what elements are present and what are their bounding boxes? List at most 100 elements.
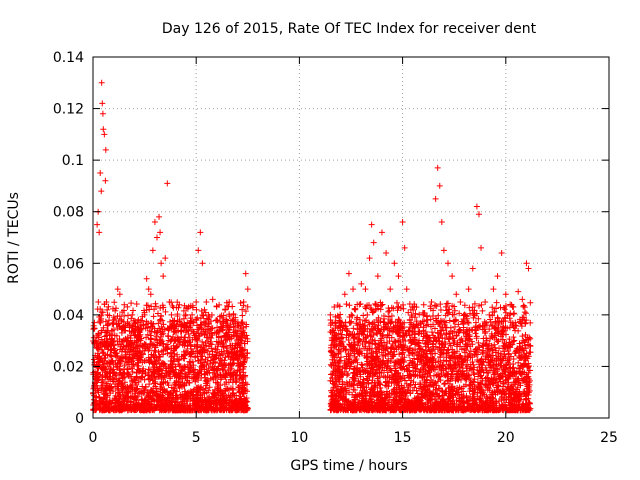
data-point-marker (102, 329, 109, 336)
data-point-marker (200, 312, 207, 319)
data-point-marker (148, 396, 155, 403)
data-point-marker (206, 369, 213, 376)
data-point-marker (174, 351, 181, 358)
data-point-marker (197, 321, 204, 328)
data-point-marker (133, 300, 140, 307)
data-point-marker (119, 309, 126, 316)
data-point-marker (223, 343, 230, 350)
data-point-marker (110, 361, 117, 368)
data-point-marker (193, 375, 200, 382)
data-point-marker (116, 365, 123, 372)
data-point-marker (219, 341, 226, 348)
data-point-marker (214, 383, 221, 390)
data-point-marker (153, 364, 160, 371)
data-point-marker (125, 388, 132, 395)
data-point-marker (152, 344, 159, 351)
data-point-marker (183, 398, 190, 405)
data-point-marker (124, 369, 131, 376)
data-point-marker (131, 407, 138, 414)
data-point-marker (239, 306, 246, 313)
data-point-marker (197, 350, 204, 357)
data-point-marker (186, 350, 193, 357)
data-point-marker (182, 323, 189, 330)
data-point-marker (210, 406, 217, 413)
data-point-marker (240, 363, 247, 370)
data-point-marker (127, 335, 134, 342)
data-point-marker (95, 344, 102, 351)
data-point-marker (146, 367, 153, 374)
data-point-marker (164, 389, 171, 396)
data-point-marker (192, 401, 199, 408)
data-point-marker (149, 389, 156, 396)
data-point-marker (237, 397, 244, 404)
data-point-marker (194, 386, 201, 393)
data-point-marker (104, 380, 111, 387)
data-point-marker (111, 299, 118, 306)
data-point-marker (203, 361, 210, 368)
data-point-marker (151, 347, 158, 354)
data-point-marker (119, 399, 126, 406)
data-point-marker (207, 360, 214, 367)
data-point-marker (102, 318, 109, 325)
data-point-marker (131, 394, 138, 401)
data-point-marker (171, 317, 178, 324)
data-point-marker (236, 389, 243, 396)
data-point-marker (222, 306, 229, 313)
data-point-marker (236, 375, 243, 382)
data-point-marker (220, 403, 227, 410)
data-point-marker (118, 341, 125, 348)
data-point-marker (167, 323, 174, 330)
data-point-marker (94, 385, 101, 392)
data-point-marker (128, 384, 135, 391)
data-point-marker (116, 389, 123, 396)
data-point-marker (197, 404, 204, 411)
data-point-marker (219, 327, 226, 334)
data-point-marker (215, 333, 222, 340)
data-point-marker (234, 356, 241, 363)
data-point-marker (128, 365, 135, 372)
data-point-marker (190, 362, 197, 369)
data-point-marker (115, 378, 122, 385)
data-point-marker (110, 319, 117, 326)
data-point-marker (191, 405, 198, 412)
data-point-marker (124, 393, 131, 400)
data-point-marker (127, 401, 134, 408)
data-point-marker (167, 358, 174, 365)
data-point-marker (120, 384, 127, 391)
data-point-marker (106, 387, 113, 394)
data-point-marker (157, 328, 164, 335)
data-point-marker (121, 405, 128, 412)
data-point-marker (99, 349, 106, 356)
data-point-marker (127, 382, 134, 389)
data-point-marker (179, 379, 186, 386)
data-point-marker (105, 407, 112, 414)
data-point-marker (125, 312, 132, 319)
data-point-marker (178, 334, 185, 341)
data-point-marker (205, 387, 212, 394)
data-point-marker (171, 328, 178, 335)
data-point-marker (114, 385, 121, 392)
data-point-marker (111, 395, 118, 402)
data-point-marker (235, 360, 242, 367)
data-point-marker (208, 341, 215, 348)
data-point-marker (90, 322, 97, 329)
data-point-marker (151, 404, 158, 411)
data-point-marker (187, 315, 194, 322)
data-point-marker (112, 403, 119, 410)
data-point-marker (112, 371, 119, 378)
data-point-marker (184, 374, 191, 381)
data-point-marker (223, 400, 230, 407)
data-point-marker (109, 305, 116, 312)
data-point-marker (116, 375, 123, 382)
data-point-marker (92, 337, 99, 344)
data-point-marker (170, 385, 177, 392)
data-point-marker (162, 346, 169, 353)
data-point-marker (232, 351, 239, 358)
data-point-marker (94, 306, 101, 313)
data-point-marker (202, 339, 209, 346)
data-point-marker (142, 396, 149, 403)
data-point-marker (177, 394, 184, 401)
data-point-marker (99, 365, 106, 372)
data-point-marker (147, 375, 154, 382)
data-point-marker (198, 308, 205, 315)
